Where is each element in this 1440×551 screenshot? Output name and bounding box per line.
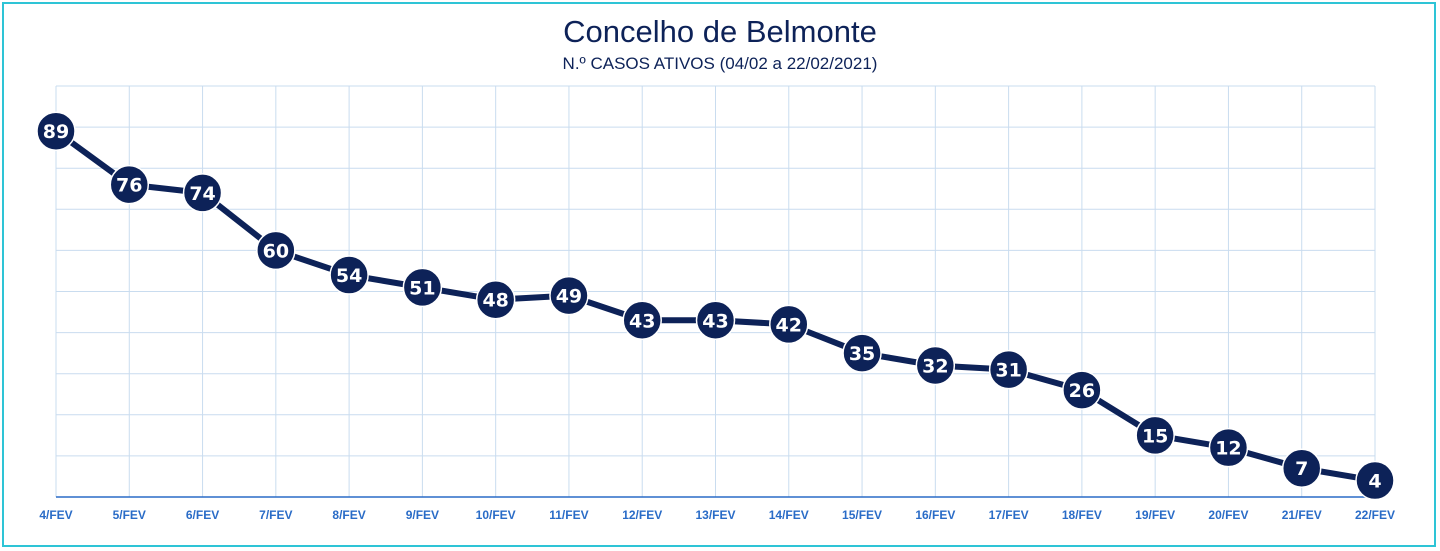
data-point-marker: [182, 173, 223, 213]
data-label: 89: [43, 121, 69, 143]
data-label: 4: [1368, 471, 1381, 493]
x-tick-label: 4/FEV: [39, 508, 72, 522]
data-label: 31: [995, 360, 1021, 382]
data-label: 51: [409, 277, 435, 299]
data-point-marker: [769, 304, 809, 345]
x-tick-label: 16/FEV: [915, 508, 955, 522]
x-tick-label: 19/FEV: [1135, 508, 1175, 522]
data-point: 31: [988, 349, 1029, 390]
data-point: 60: [256, 230, 296, 271]
data-point: 48: [475, 279, 516, 320]
data-label: 43: [702, 310, 728, 332]
data-point-marker: [1135, 415, 1175, 456]
x-tick-label: 13/FEV: [695, 508, 735, 522]
x-tick-label: 15/FEV: [842, 508, 882, 522]
x-tick-label: 9/FEV: [406, 508, 439, 522]
data-label: 7: [1295, 458, 1308, 480]
x-tick-labels: 4/FEV 5/FEV 6/FEV 7/FEV 8/FEV 9/FEV 10/FEV 11/F…: [39, 508, 1395, 522]
data-label: 49: [556, 286, 582, 308]
data-label: 12: [1215, 438, 1241, 460]
data-point-marker: [1355, 460, 1395, 501]
x-tick-label: 17/FEV: [989, 508, 1029, 522]
x-tick-label: 8/FEV: [332, 508, 365, 522]
chart-subtitle: N.º CASOS ATIVOS (04/02 a 22/02/2021): [562, 54, 878, 73]
x-tick-label: 10/FEV: [476, 508, 516, 522]
x-tick-label: 6/FEV: [186, 508, 219, 522]
data-point-marker: [1208, 427, 1249, 468]
x-tick-label: 20/FEV: [1208, 508, 1248, 522]
data-point: 89: [36, 111, 76, 151]
data-label: 35: [849, 343, 875, 365]
data-label: 60: [263, 240, 289, 262]
data-point-marker: [475, 279, 516, 320]
x-tick-label: 14/FEV: [769, 508, 809, 522]
data-point-marker: [549, 275, 589, 316]
data-label: 48: [482, 290, 508, 312]
chart-title: Concelho de Belmonte: [563, 14, 877, 49]
x-tick-label: 11/FEV: [549, 508, 588, 522]
x-tick-label: 5/FEV: [113, 508, 146, 522]
x-tick-label: 12/FEV: [622, 508, 662, 522]
data-point-marker: [256, 230, 296, 271]
data-point-marker: [1281, 448, 1322, 488]
data-label: 42: [776, 314, 802, 336]
data-point: 7: [1281, 448, 1322, 488]
data-point: 76: [109, 164, 150, 205]
data-point-marker: [915, 345, 956, 386]
data-point: 74: [182, 173, 223, 213]
data-point-marker: [1062, 370, 1102, 410]
data-label: 43: [629, 310, 655, 332]
data-point-marker: [109, 164, 150, 205]
data-point: 15: [1135, 415, 1175, 456]
data-point: 26: [1062, 370, 1102, 410]
x-tick-label: 21/FEV: [1282, 508, 1322, 522]
data-point: 4: [1355, 460, 1395, 501]
data-point-marker: [329, 255, 369, 295]
x-tick-label: 7/FEV: [259, 508, 292, 522]
data-point: 51: [402, 267, 443, 308]
data-point-marker: [695, 300, 736, 341]
data-label: 76: [116, 175, 142, 197]
x-tick-label: 22/FEV: [1355, 508, 1395, 522]
data-point: 35: [842, 333, 882, 373]
data-point: 42: [769, 304, 809, 345]
data-label: 74: [189, 183, 215, 205]
data-point-marker: [842, 333, 882, 373]
x-tick-label: 18/FEV: [1062, 508, 1102, 522]
data-point: 12: [1208, 427, 1249, 468]
data-point-marker: [402, 267, 443, 308]
data-label: 54: [336, 265, 362, 287]
data-point: 43: [622, 300, 662, 341]
data-label: 26: [1069, 380, 1095, 402]
data-point: 43: [695, 300, 736, 341]
grid: [55, 85, 1376, 497]
data-label: 15: [1142, 425, 1168, 447]
data-point-marker: [988, 349, 1029, 390]
data-label: 32: [922, 355, 948, 377]
data-point: 49: [549, 275, 589, 316]
data-point: 54: [329, 255, 369, 295]
data-point-marker: [36, 111, 76, 151]
data-point: 32: [915, 345, 956, 386]
data-point-marker: [622, 300, 662, 341]
